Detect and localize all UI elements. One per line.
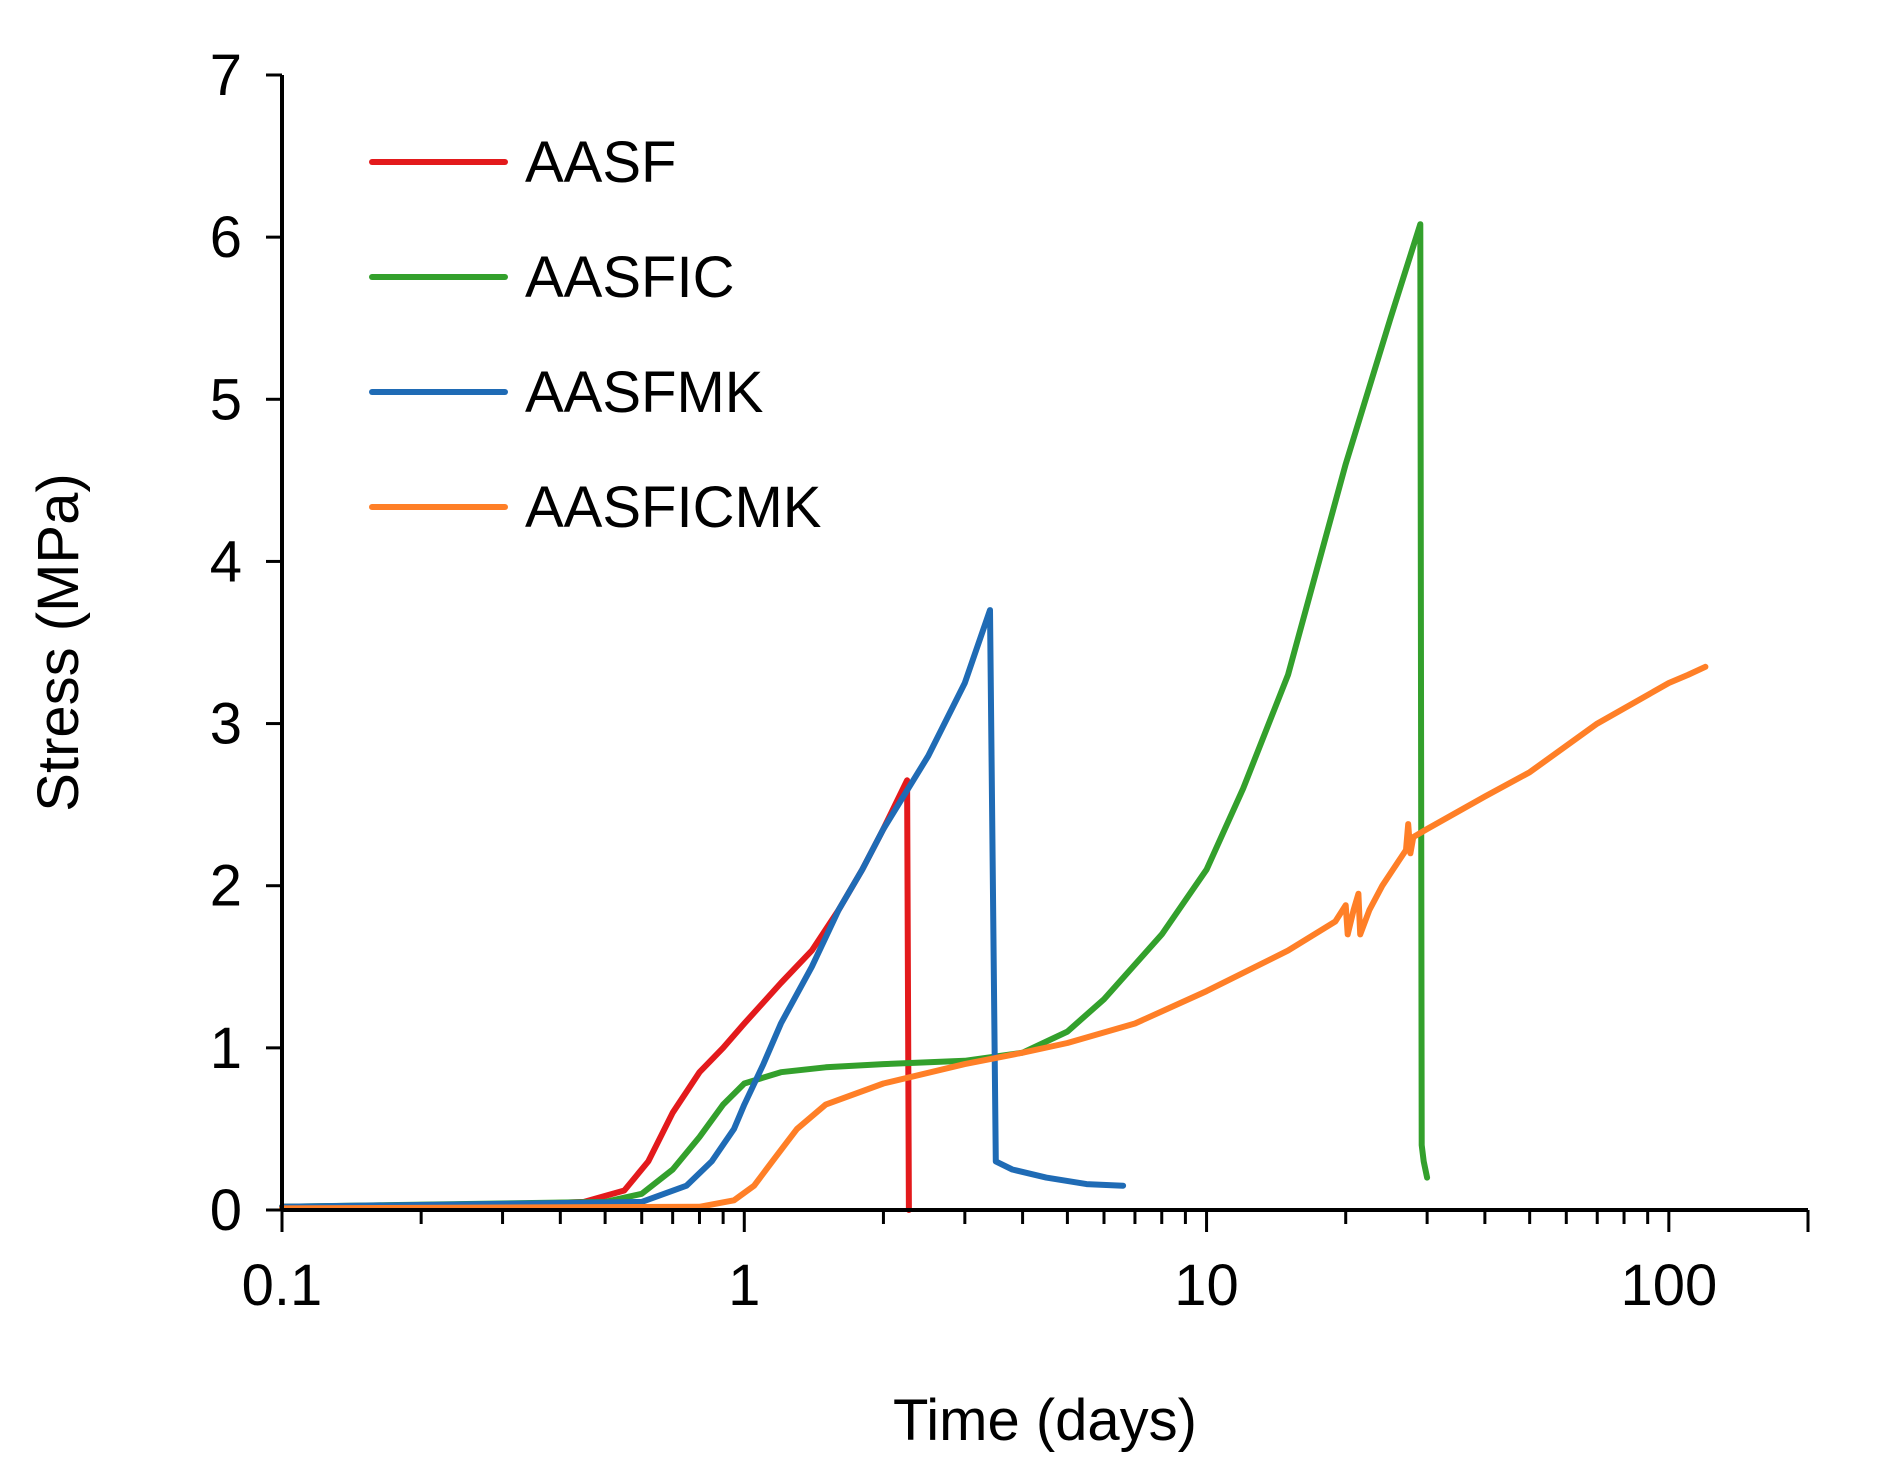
y-tick-label: 5 <box>210 367 242 432</box>
legend-label: AASFICMK <box>525 475 822 540</box>
legend-item: AASFMK <box>369 360 764 425</box>
series-line-aasf <box>279 777 912 1213</box>
legend-item: AASFIC <box>369 245 735 310</box>
y-axis-title: Stress (MPa) <box>26 473 91 811</box>
y-tick-label: 6 <box>210 205 242 270</box>
legend-item: AASF <box>369 130 677 195</box>
legend-item: AASFICMK <box>369 475 822 540</box>
series-line-aasfic <box>279 221 1431 1210</box>
ticks-layer: 0 1 2 3 4 5 6 7 0.1 1 10 100 <box>210 43 1810 1318</box>
x-tick-label: 0.1 <box>242 1253 323 1318</box>
y-tick-label: 7 <box>210 43 242 108</box>
y-tick-label: 1 <box>210 1016 242 1081</box>
y-tick-label: 2 <box>210 854 242 919</box>
axes-layer <box>280 75 1808 1212</box>
x-tick-label: 1 <box>728 1253 760 1318</box>
legend-label: AASFIC <box>525 245 735 310</box>
y-tick-label: 3 <box>210 692 242 757</box>
x-tick-label: 10 <box>1174 1253 1239 1318</box>
y-tick-label: 0 <box>210 1178 242 1243</box>
x-tick-label: 100 <box>1620 1253 1717 1318</box>
legend: AASF AASFIC AASFMK AASFICMK <box>369 130 822 540</box>
legend-label: AASF <box>525 130 677 195</box>
legend-label: AASFMK <box>525 360 764 425</box>
y-tick-label: 4 <box>210 529 242 594</box>
series-line-aasfmk <box>279 607 1127 1210</box>
series-line-aasficmk <box>279 663 1709 1212</box>
x-axis-title: Time (days) <box>893 1388 1197 1453</box>
series-layer <box>279 221 1709 1213</box>
